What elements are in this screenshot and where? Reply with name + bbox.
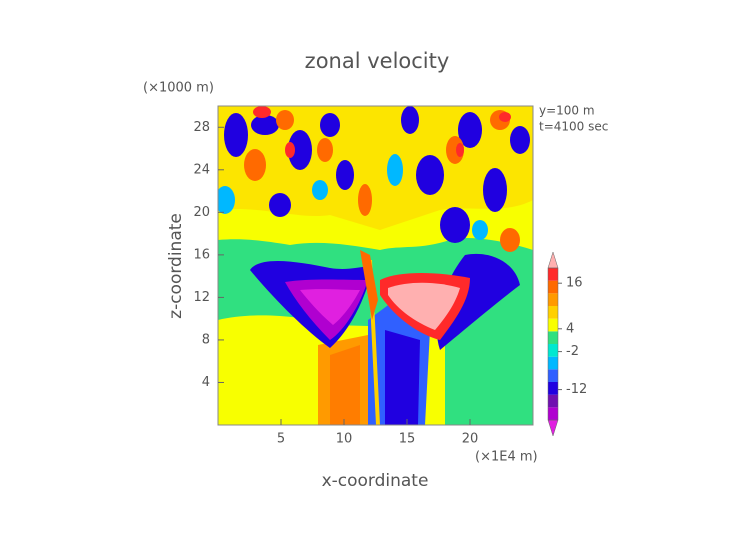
colorbar-band: [548, 356, 558, 370]
colorbar-band: [548, 394, 558, 408]
x-axis-label: x-coordinate: [322, 471, 429, 491]
colorbar-band: [548, 382, 558, 395]
colorbar-band: [548, 331, 558, 344]
plot-frame: [217, 105, 534, 426]
y-axis-label: z-coordinate: [166, 213, 186, 319]
colorbar-end: [547, 419, 559, 437]
y-tick-label: 28: [193, 120, 210, 135]
annotation: t=4100 sec: [539, 120, 608, 134]
colorbar-band: [548, 306, 558, 319]
colorbar-tick-label: -12: [566, 382, 587, 397]
colorbar-band: [548, 268, 558, 281]
contour-field: [218, 106, 533, 425]
y-unit: (×1000 m): [143, 81, 214, 96]
x-tick-label: 10: [336, 432, 353, 447]
colorbar-band: [548, 280, 558, 294]
y-tick-label: 16: [193, 247, 210, 262]
y-tick-label: 4: [202, 375, 210, 390]
y-tick-label: 12: [193, 290, 210, 305]
colorbar-tick-label: -2: [566, 344, 579, 359]
colorbar-band: [548, 318, 558, 332]
colorbar-tick-label: 4: [566, 321, 574, 336]
y-tick-label: 20: [193, 205, 210, 220]
colorbar-band: [548, 344, 558, 357]
colorbar-band: [548, 407, 558, 420]
x-tick-label: 5: [277, 432, 285, 447]
colorbar-tick-label: 16: [566, 276, 583, 291]
colorbar-end: [547, 251, 559, 269]
y-tick-label: 24: [193, 162, 210, 177]
x-unit: (×1E4 m): [475, 450, 538, 465]
colorbar-band: [548, 369, 558, 382]
x-tick-label: 20: [462, 432, 479, 447]
annotation: y=100 m: [539, 104, 595, 118]
colorbar-frame: [547, 267, 559, 421]
chart-title: zonal velocity: [305, 49, 450, 73]
colorbar-band: [548, 293, 558, 306]
y-tick-label: 8: [202, 332, 210, 347]
x-tick-label: 15: [399, 432, 416, 447]
